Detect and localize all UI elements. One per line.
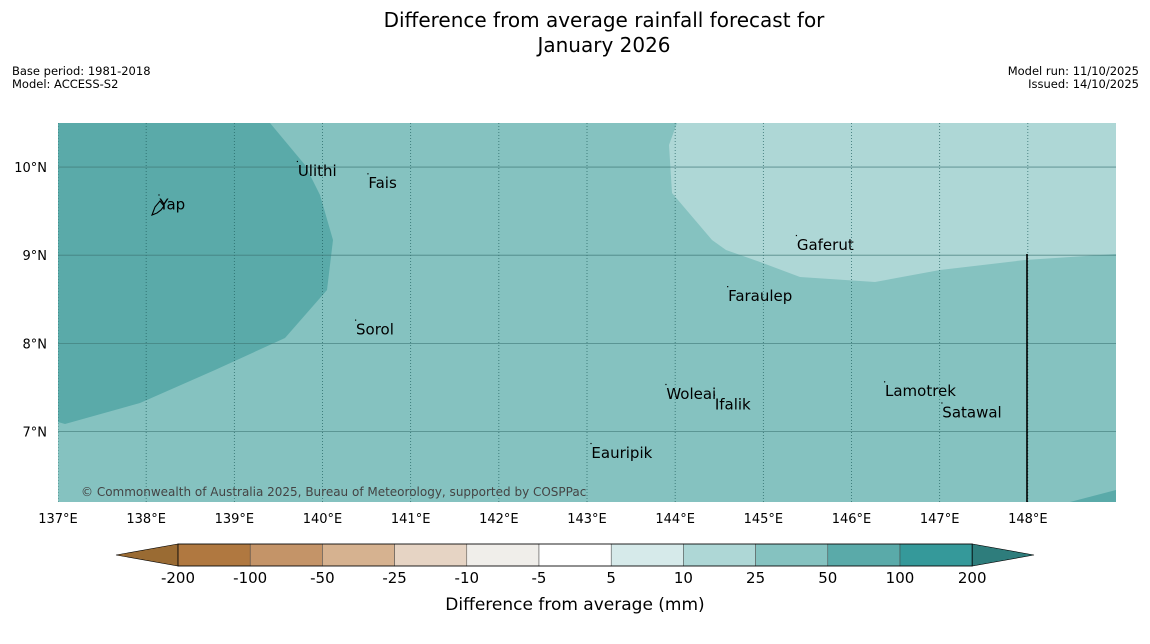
model-text: Model: ACCESS-S2 [12,77,119,91]
colorbar-bin [394,543,468,567]
colorbar-label: -5 [532,569,547,587]
issued-text: Issued: 14/10/2025 [1028,77,1139,91]
colorbar-bin [683,543,756,567]
plot-area: Yap Ulithi Fais Sorol Gaferut Faraulep WoleaiI… [58,123,1116,502]
lon-tick-label: 142°E [479,512,519,527]
island-marker [296,160,299,163]
lon-tick-label: 141°E [391,512,431,527]
island-marker [158,194,160,196]
title-line-2: January 2026 [537,33,671,57]
base-period-text: Base period: 1981-2018 [12,64,151,78]
title-line-1: Difference from average rainfall forecas… [383,8,825,32]
colorbar-frame [177,543,973,567]
place-label-ifalik: Ifalik [715,395,751,413]
colorbar-label: 5 [606,569,616,587]
place-label-eauripik: Eauripik [591,444,652,462]
lat-tick-label: 9°N [23,249,48,264]
island-marker [941,402,943,404]
colorbar-label: 25 [746,569,765,587]
meta-right: Model run: 11/10/2025 Issued: 14/10/2025 [1008,65,1139,91]
island-marker [795,234,798,237]
colorbar-label: -200 [161,569,195,587]
colorbar-high-extend [971,543,1035,567]
gridlines [58,123,1116,502]
island-marker [590,442,592,445]
colorbar: -200 -100 -50 -25 -10 -5 5 10 25 50 100 200 [115,543,1035,587]
colorbar-label: -50 [310,569,335,587]
lat-tick-label: 7°N [23,425,48,440]
colorbar-bin [755,543,829,567]
colorbar-title: Difference from average (mm) [445,595,704,615]
island-marker [727,286,729,288]
model-run-text: Model run: 11/10/2025 [1007,64,1139,78]
lon-tick-label: 138°E [126,512,166,527]
colorbar-label: 50 [818,569,837,587]
island-marker [665,383,667,386]
colorbar-bin [322,543,395,567]
lon-tick-label: 143°E [567,512,607,527]
colorbar-label: 200 [958,569,987,587]
meta-left: Base period: 1981-2018 Model: ACCESS-S2 [12,65,151,91]
lon-tick-label: 137°E [38,512,78,527]
colorbar-label: -100 [233,569,267,587]
place-label-ulithi: Ulithi [298,162,337,180]
copyright-text: © Commonwealth of Australia 2025, Bureau… [81,485,586,499]
lon-tick-label: 148°E [1008,512,1048,527]
colorbar-bin [249,543,323,567]
place-label-faraulep: Faraulep [728,287,792,305]
island-marker [713,394,716,396]
latitude-axis: 10°N 9°N 8°N 7°N [14,161,47,440]
colorbar-bin [827,543,901,567]
colorbar-bin [466,543,540,567]
island-marker [367,173,369,175]
place-label-lamotrek: Lamotrek [885,382,956,400]
colorbar-bin [610,543,684,567]
place-label-satawal: Satawal [942,403,1001,421]
lon-tick-label: 146°E [832,512,872,527]
lat-tick-label: 10°N [14,161,47,176]
lon-tick-label: 145°E [744,512,784,527]
place-label-gaferut: Gaferut [797,236,854,254]
island-marker [355,319,357,321]
lon-tick-label: 140°E [303,512,343,527]
region-10-25 [669,123,1116,282]
colorbar-label: -10 [455,569,480,587]
colorbar-label: 100 [886,569,915,587]
lat-tick-label: 8°N [23,337,48,352]
region-50-100 [58,123,333,424]
lon-tick-label: 147°E [920,512,960,527]
lon-tick-label: 144°E [655,512,695,527]
map-title: Difference from average rainfall forecas… [0,8,1150,58]
colorbar-bin [899,543,973,567]
place-label-sorol: Sorol [356,321,394,339]
place-label-yap: Yap [158,195,185,213]
place-labels: Yap Ulithi Fais Sorol Gaferut Faraulep WoleaiI… [158,160,1002,462]
lon-tick-label: 139°E [215,512,255,527]
colorbar-bin [538,543,612,567]
region-50-100-corner [1070,490,1116,502]
longitude-axis: 137°E 138°E 139°E 140°E 141°E 142°E 143°E 144°E… [38,512,1047,527]
colorbar-label: -25 [382,569,407,587]
yap-island [151,200,165,216]
island-marker [884,381,886,383]
place-label-woleai: Woleai [666,385,716,403]
place-label-fais: Fais [368,174,397,192]
colorbar-label: 10 [674,569,693,587]
colorbar-low-extend [115,543,179,567]
colorbar-bin [177,543,251,567]
